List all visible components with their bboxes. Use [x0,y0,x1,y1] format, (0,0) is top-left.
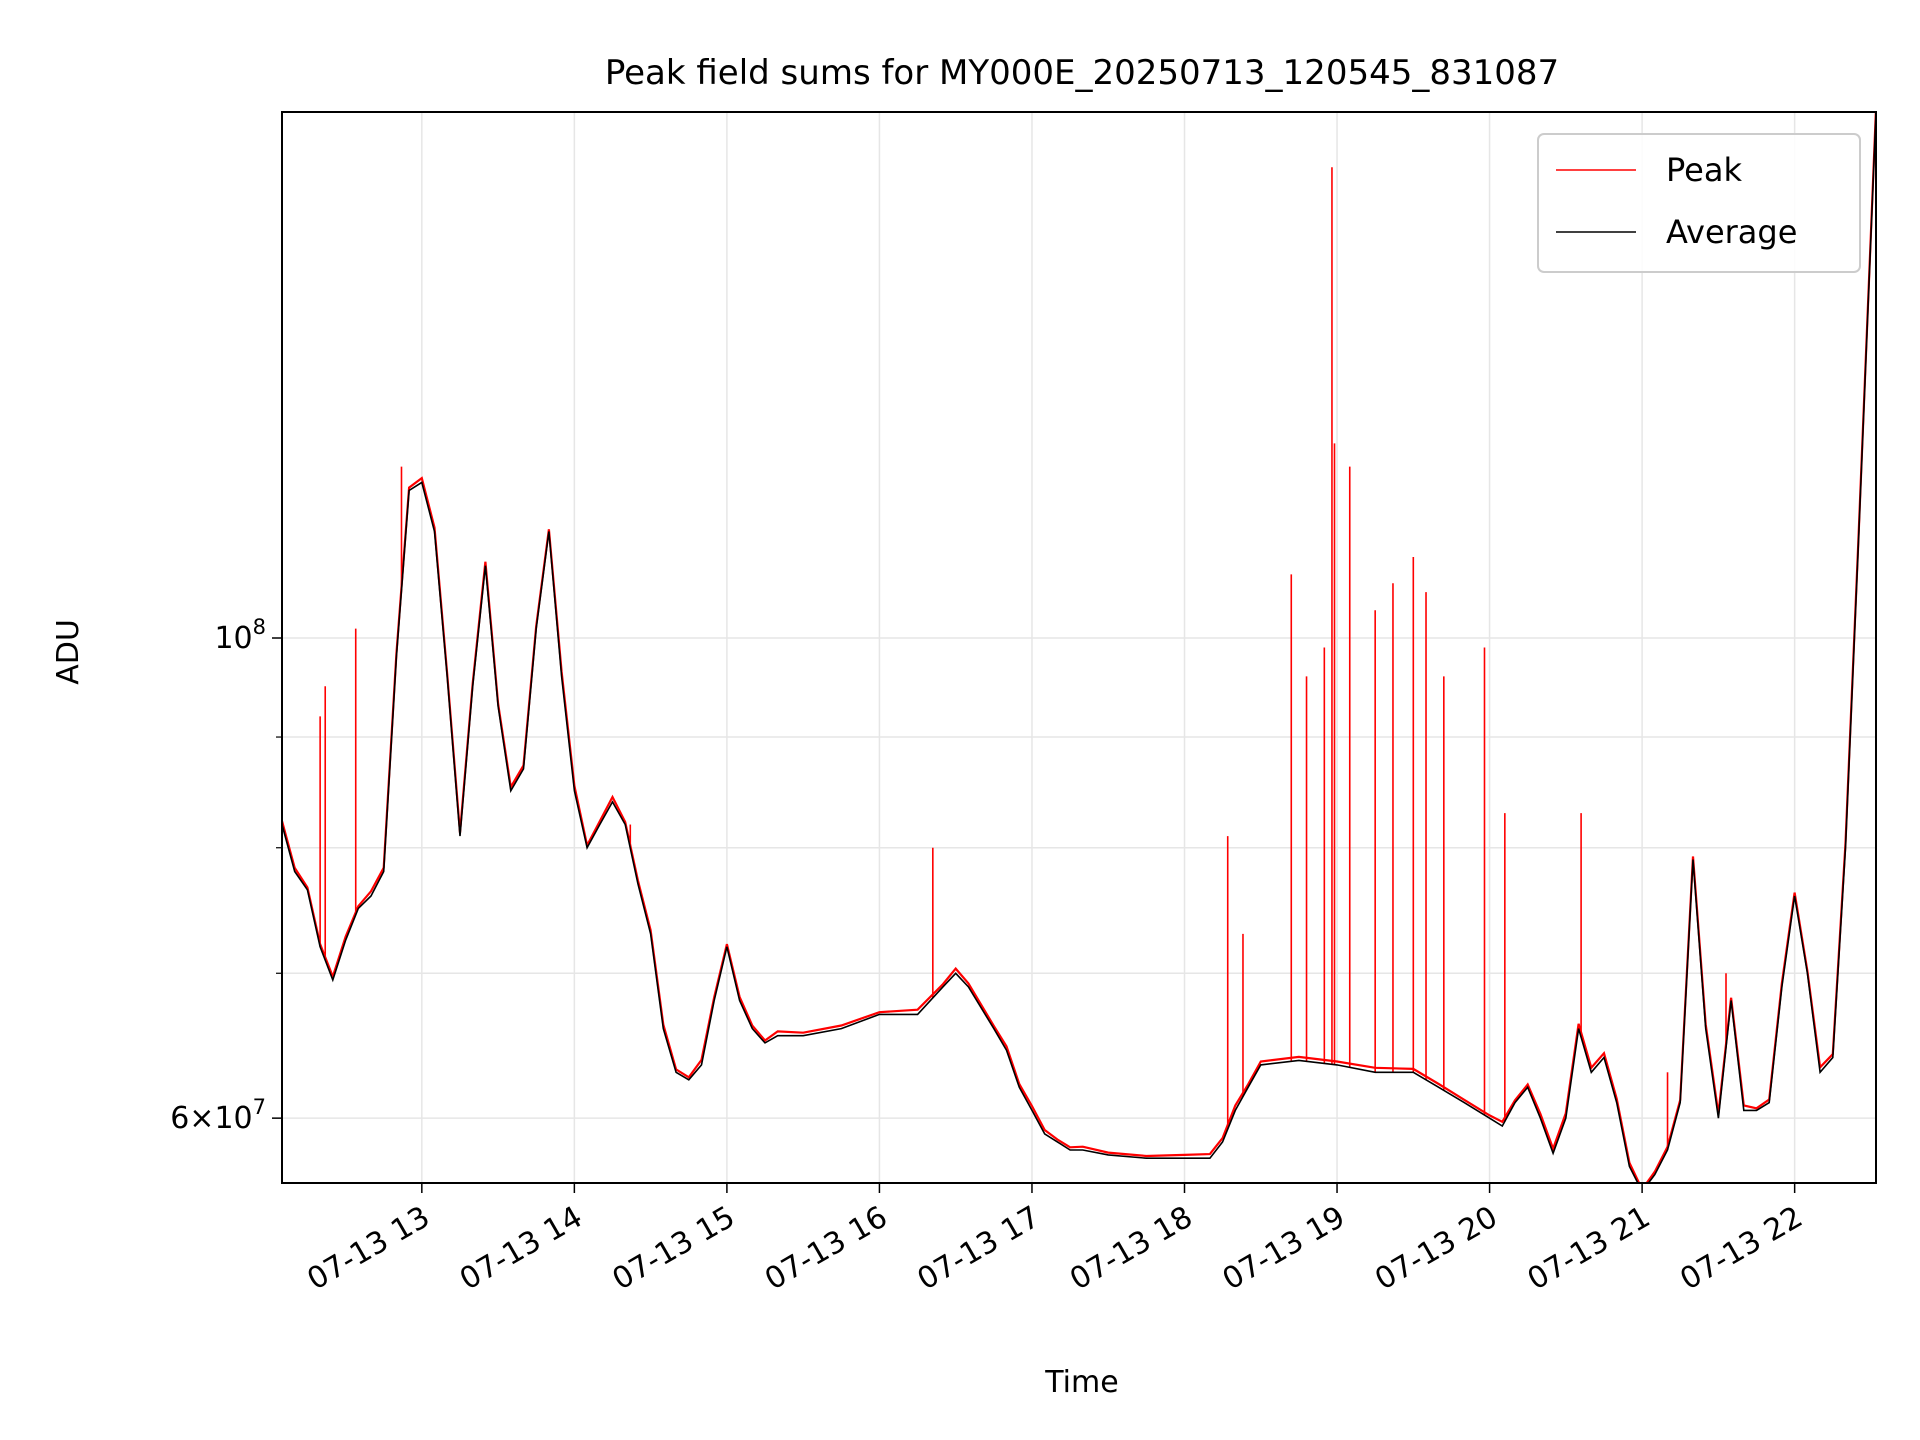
y-axis: 108 6×107 [170,615,282,1136]
legend-label-peak: Peak [1666,151,1742,189]
series-layer [282,112,1876,1183]
grid [282,112,1876,1183]
y-axis-label: ADU [51,619,86,685]
legend-box [1537,133,1861,273]
plot-area [282,112,1876,1183]
legend: Peak Average [1537,133,1861,273]
y-tick-label: 108 [214,615,266,656]
y-tick-label: 6×107 [170,1095,266,1136]
legend-label-average: Average [1666,213,1797,251]
chart-title: Peak field sums for MY000E_20250713_1205… [605,53,1559,93]
plot-frame [281,111,1877,1184]
x-axis-label: Time [1044,1365,1118,1400]
series-line-average [282,112,1876,1183]
